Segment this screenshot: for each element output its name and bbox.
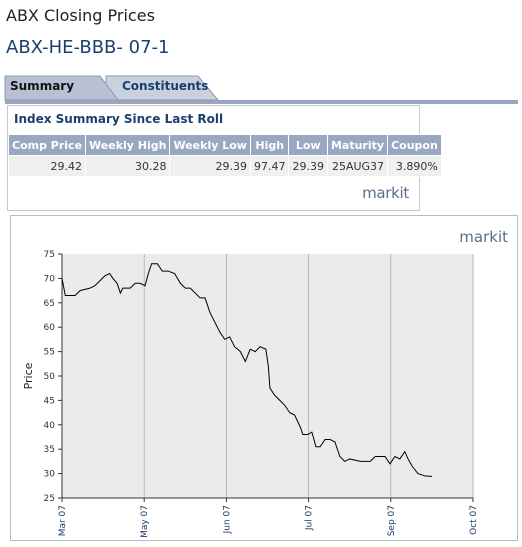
price-line xyxy=(61,263,432,477)
table-cell: 29.39 xyxy=(288,155,328,177)
tab-bar xyxy=(5,100,518,104)
tab[interactable]: Constituents xyxy=(122,79,208,93)
column-header: Weekly High xyxy=(85,134,171,156)
y-tick-label: 30 xyxy=(44,470,56,480)
y-tick-label: 75 xyxy=(44,250,55,260)
tab[interactable]: Summary xyxy=(10,79,74,93)
summary-box: Index Summary Since Last Roll Comp Price… xyxy=(7,105,442,211)
column-header: Maturity xyxy=(326,134,389,156)
y-tick-label: 55 xyxy=(44,348,55,358)
table-cell: 30.28 xyxy=(85,155,171,177)
table-cell: 25AUG37 xyxy=(326,155,389,177)
x-tick-label: Sep 07 xyxy=(387,505,397,536)
y-tick-label: 40 xyxy=(44,421,56,431)
column-header: Low xyxy=(288,134,328,156)
table-row: 29.42 30.28 29.39 97.47 29.39 25AUG37 3.890% xyxy=(7,155,442,177)
y-tick-label: 70 xyxy=(44,274,56,284)
y-tick-label: 65 xyxy=(44,299,55,309)
y-axis-label: Price xyxy=(22,362,35,389)
column-header: Comp Price xyxy=(7,134,87,156)
table-cell: 29.39 xyxy=(169,155,251,177)
table-cell: 97.47 xyxy=(249,155,290,177)
index-name: ABX-HE-BBB- 07-1 xyxy=(6,37,170,58)
y-tick-label: 50 xyxy=(44,372,56,382)
page-title: ABX Closing Prices xyxy=(6,6,155,25)
plot-area xyxy=(62,254,473,498)
table-cell: 29.42 xyxy=(7,155,87,177)
x-tick-label: Mar 07 xyxy=(58,505,68,536)
tabs: Summary Constituents xyxy=(4,75,518,104)
column-header: Weekly Low xyxy=(169,134,251,156)
summary-table: Comp Price Weekly High Weekly Low High Low Ma… xyxy=(7,134,442,177)
x-tick-label: Oct 07 xyxy=(469,505,479,535)
y-tick-label: 25 xyxy=(44,494,55,504)
x-tick-label: Jul 07 xyxy=(305,505,315,531)
table-cell: 3.890% xyxy=(387,155,442,177)
x-tick-label: May 07 xyxy=(140,505,150,538)
tab-bg[interactable] xyxy=(4,75,119,101)
logo: markit xyxy=(459,228,508,246)
table-title: Index Summary Since Last Roll xyxy=(14,112,224,126)
x-tick-label: Jun 07 xyxy=(222,505,232,534)
y-tick-label: 35 xyxy=(44,445,55,455)
column-header: Coupon xyxy=(387,134,442,156)
y-tick-label: 60 xyxy=(44,323,56,333)
chart: markit Mar 07 May 07 Jun 07 Jul 07 Sep 07 Oct… xyxy=(10,215,518,541)
logo: markit xyxy=(362,184,409,202)
column-header: High xyxy=(249,134,290,156)
y-tick-label: 45 xyxy=(44,396,55,406)
